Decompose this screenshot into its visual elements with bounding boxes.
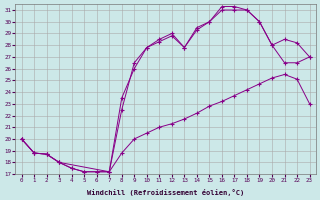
X-axis label: Windchill (Refroidissement éolien,°C): Windchill (Refroidissement éolien,°C) xyxy=(87,189,244,196)
